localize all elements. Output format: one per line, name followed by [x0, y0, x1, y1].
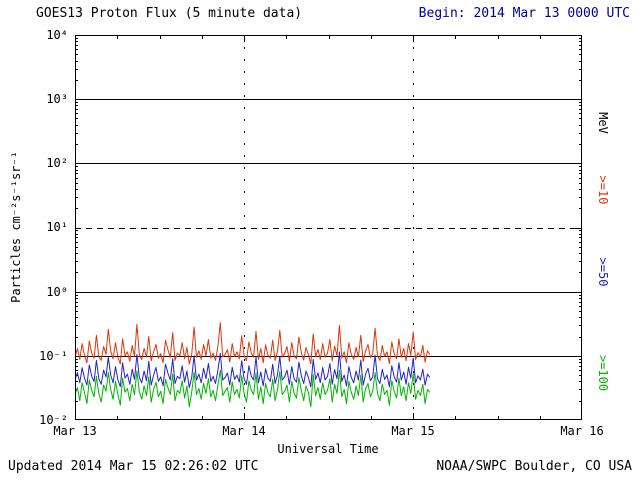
x-axis-label: Universal Time — [277, 442, 379, 456]
y-tick-label: 10⁴ — [46, 28, 68, 42]
y-tick-label: 10¹ — [46, 220, 68, 234]
y-tick-label: 10⁻² — [39, 413, 68, 427]
y-tick-label: 10⁻¹ — [39, 349, 68, 363]
units-label: MeV — [596, 112, 610, 134]
chart-title: GOES13 Proton Flux (5 minute data) — [36, 6, 303, 21]
series-label-ge50: >=50 — [596, 257, 610, 287]
begin-timestamp: Begin: 2014 Mar 13 0000 UTC — [418, 6, 630, 21]
y-tick-label: 10³ — [46, 92, 68, 106]
series-label-ge10: >=10 — [596, 175, 610, 205]
flux-series-1 — [74, 351, 431, 389]
updated-timestamp: Updated 2014 Mar 15 02:26:02 UTC — [8, 459, 259, 474]
flux-series-0 — [74, 322, 431, 365]
x-tick-label: Mar 16 — [560, 424, 604, 438]
flux-series-2 — [74, 369, 431, 408]
plot-frame — [75, 35, 582, 420]
plot-canvas — [74, 35, 582, 420]
credit-label: NOAA/SWPC Boulder, CO USA — [436, 459, 632, 474]
x-tick-label: Mar 15 — [391, 424, 435, 438]
y-tick-label: 10⁰ — [46, 285, 68, 299]
x-tick-label: Mar 14 — [222, 424, 266, 438]
series-label-ge100: >=100 — [596, 354, 610, 392]
x-tick-label: Mar 13 — [53, 424, 97, 438]
y-tick-label: 10² — [46, 156, 68, 170]
plot-svg — [74, 35, 582, 420]
